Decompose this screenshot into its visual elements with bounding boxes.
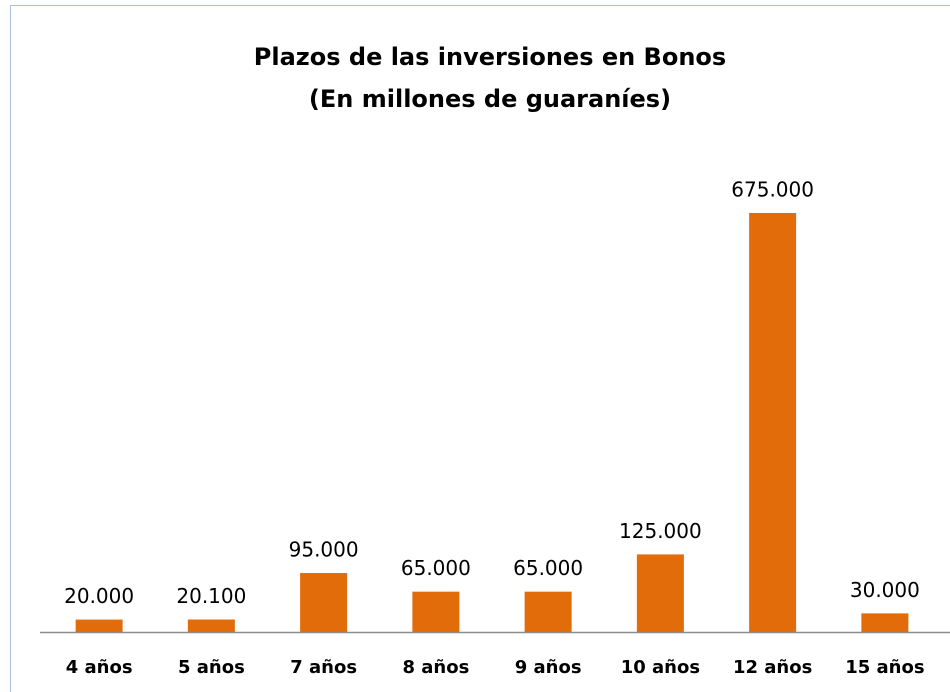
x-tick-label: 7 años <box>290 657 357 678</box>
data-label: 20.100 <box>176 584 246 608</box>
x-tick-label: 9 años <box>515 657 582 678</box>
chart-title: Plazos de las inversiones en Bonos <box>254 43 726 71</box>
bar <box>749 213 797 632</box>
bar <box>300 573 348 632</box>
chart-subtitle: (En millones de guaraníes) <box>309 85 671 113</box>
data-label: 95.000 <box>289 538 359 562</box>
bar <box>412 591 460 632</box>
bar <box>75 619 123 632</box>
data-label: 65.000 <box>401 556 471 580</box>
bar <box>187 619 235 632</box>
x-tick-label: 10 años <box>621 657 700 678</box>
data-label: 30.000 <box>850 578 920 602</box>
data-label: 675.000 <box>731 178 814 202</box>
x-tick-label: 5 años <box>178 657 245 678</box>
data-label: 65.000 <box>513 556 583 580</box>
x-tick-label: 15 años <box>845 657 924 678</box>
bar <box>861 613 909 632</box>
data-label: 20.000 <box>64 584 134 608</box>
x-tick-label: 4 años <box>66 657 133 678</box>
data-label: 125.000 <box>619 519 702 543</box>
bar <box>636 554 684 632</box>
bar <box>524 591 572 632</box>
x-tick-label: 8 años <box>402 657 469 678</box>
x-tick-label: 12 años <box>733 657 812 678</box>
